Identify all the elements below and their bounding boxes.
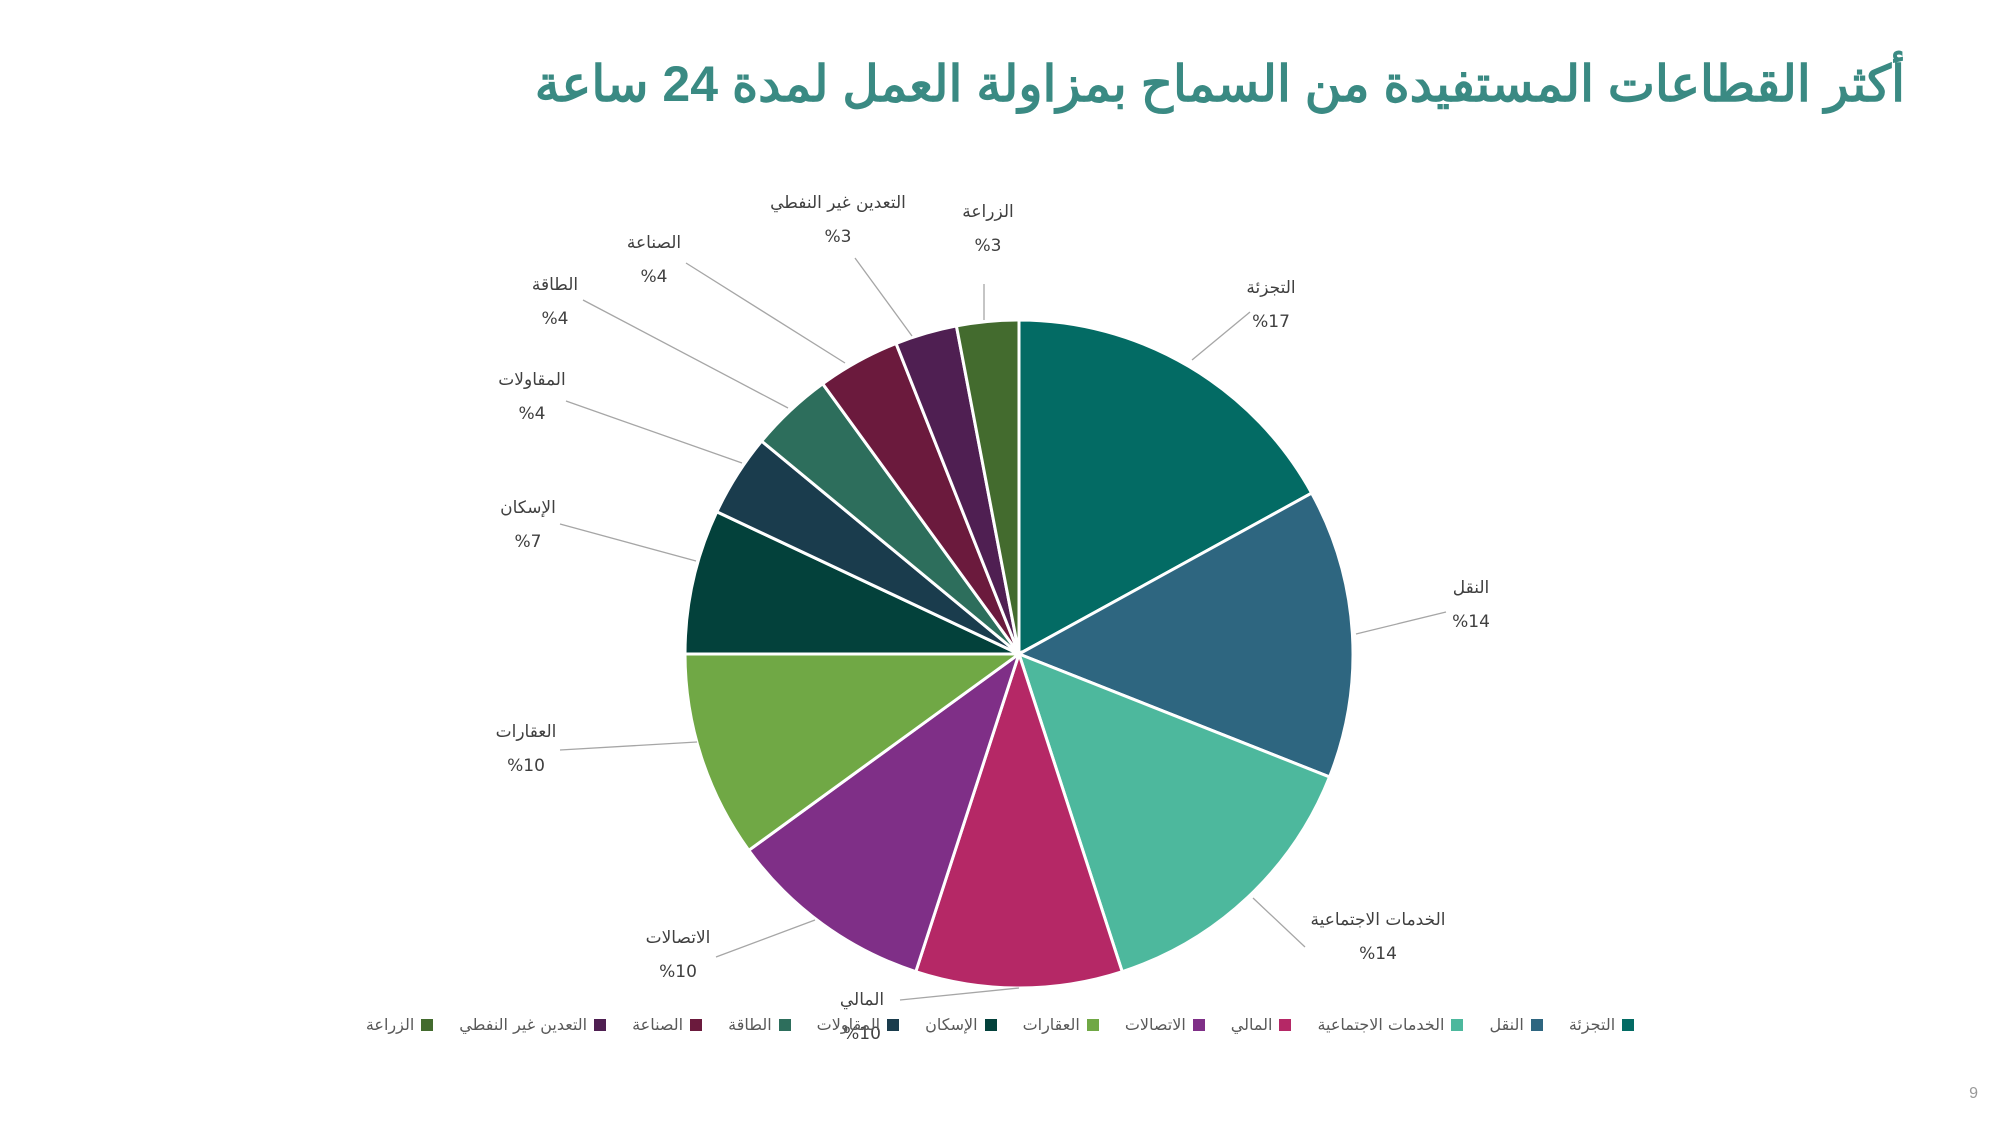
data-label: الزراعة %3 [962,195,1013,263]
data-label: المالي %10 [840,983,884,1051]
data-label-category: التجزئة [1246,278,1296,298]
leader-line [899,987,1020,1001]
leader-line [559,523,697,562]
data-label: النقل %14 [1452,571,1490,639]
leader-line [559,741,698,751]
legend-item: الإسكان [925,1015,997,1034]
legend-item: التعدين غير النفطي [459,1015,607,1034]
legend-swatch-icon [1451,1018,1464,1031]
data-label-value: %10 [659,962,697,982]
data-label-value: %4 [518,404,546,424]
data-label-category: الزراعة [962,202,1014,222]
legend-swatch-icon [421,1018,434,1031]
data-label: التعدين غير النفطي %3 [770,186,906,254]
data-label-category: الطاقة [531,275,579,295]
data-label-category: التعدين غير النفطي [770,193,906,213]
legend-label: الزراعة [365,1015,415,1034]
legend-item: المالي [1231,1015,1292,1034]
legend-label: العقارات [1022,1015,1080,1034]
legend-item: الخدمات الاجتماعية [1317,1015,1464,1034]
data-label-category: الإسكان [500,498,556,518]
legend-label: المقاولات [816,1015,881,1034]
page-number: 9 [1969,1085,1978,1102]
legend-item: الصناعة [632,1015,703,1034]
data-label-value: %10 [507,756,545,776]
legend-swatch-icon [594,1018,607,1031]
legend-label: التعدين غير النفطي [459,1015,588,1034]
data-label-category: الصناعة [626,233,682,253]
legend-swatch-icon [887,1018,900,1031]
leader-line [582,299,789,409]
leader-line [565,400,743,464]
data-label: الصناعة %4 [627,226,681,294]
legend-label: الإسكان [925,1015,978,1034]
data-label: العقارات %10 [496,715,557,783]
legend-swatch-icon [1622,1018,1635,1031]
leader-line [1191,311,1251,361]
data-label-category: الاتصالات [645,928,711,948]
legend-label: التجزئة [1568,1015,1616,1034]
legend-label: الطاقة [728,1015,772,1034]
page-title: أكثر القطاعات المستفيدة من السماح بمزاول… [534,56,1905,112]
leader-line [685,262,846,364]
leader-line [715,919,816,958]
data-label-value: %10 [843,1024,881,1044]
legend-swatch-icon [778,1018,791,1031]
chart-legend: التجزئة النقل الخدمات الاجتماعية المالي الات… [0,1015,2000,1034]
legend-item: النقل [1489,1015,1543,1034]
legend-swatch-icon [690,1018,703,1031]
pie-slice-12 [954,318,1021,655]
data-label-category: العقارات [495,722,557,742]
pie-slice-2 [1015,491,1355,779]
legend-item: الزراعة [365,1015,434,1034]
data-label-value: %14 [1452,612,1490,632]
data-label-value: %4 [541,309,569,329]
legend-label: المالي [1230,1015,1273,1034]
data-label-category: المالي [839,990,885,1010]
leader-line [1355,611,1447,635]
data-label-category: الخدمات الاجتماعية [1310,910,1446,930]
data-label-category: النقل [1452,578,1490,598]
data-label: الخدمات الاجتماعية %14 [1311,903,1446,971]
data-label-category: المقاولات [498,370,566,390]
data-label-value: %4 [640,267,668,287]
legend-label: الصناعة [632,1015,684,1034]
legend-item: الطاقة [728,1015,791,1034]
legend-swatch-icon [1192,1018,1205,1031]
legend-swatch-icon [1086,1018,1099,1031]
pie-slice-7 [683,509,1020,656]
data-label: الإسكان %7 [500,491,556,559]
legend-label: النقل [1489,1015,1524,1034]
pie-slice-6 [683,652,1024,853]
data-label: الطاقة %4 [532,268,578,336]
data-label: الاتصالات %10 [646,921,711,989]
legend-swatch-icon [984,1018,997,1031]
legend-item: العقارات [1023,1015,1099,1034]
legend-label: الاتصالات [1124,1015,1186,1034]
data-label-value: %3 [974,236,1002,256]
legend-swatch-icon [1530,1018,1543,1031]
data-label-value: %7 [514,532,542,552]
data-label-value: %14 [1359,944,1397,964]
data-label-value: %3 [824,227,852,247]
leader-line [854,257,913,337]
legend-item: التجزئة [1568,1015,1635,1034]
pie-slice-5 [746,650,1022,974]
data-label-value: %17 [1252,312,1290,332]
leader-line [1252,897,1306,948]
data-label: المقاولات %4 [498,363,565,431]
pie-slice-1 [1017,318,1314,657]
legend-swatch-icon [1279,1018,1292,1031]
data-label: التجزئة %17 [1246,271,1295,339]
legend-item: الاتصالات [1125,1015,1205,1034]
legend-label: الخدمات الاجتماعية [1317,1015,1445,1034]
legend-item: المقاولات [816,1015,900,1034]
